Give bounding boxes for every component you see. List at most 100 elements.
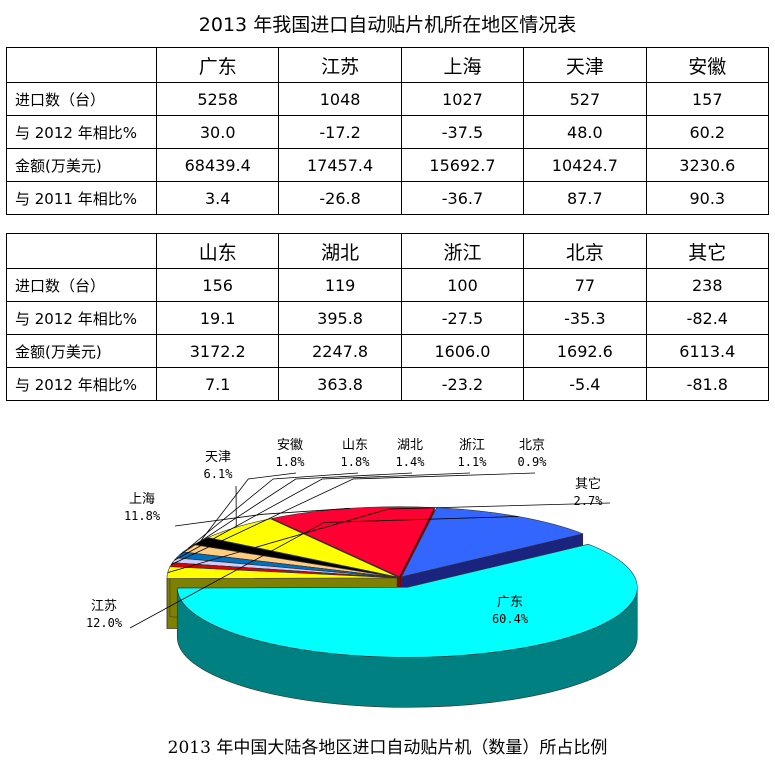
table-cell: 395.8 [278, 301, 402, 335]
table-cell: 3.4 [155, 181, 280, 215]
table-cell: 100 [400, 268, 525, 302]
pie-label-name: 湖北 [397, 438, 423, 453]
row-label: 进口数（台） [6, 82, 157, 116]
table-cell: 90.3 [645, 181, 770, 215]
table-cell: 68439.4 [155, 148, 280, 182]
table-cell: 156 [155, 268, 280, 302]
table-row: 与 2012 年相比% 30.0 -17.2 -37.5 48.0 60.2 [6, 115, 770, 149]
pie-label-name: 山东 [342, 438, 368, 453]
region-header: 江苏 [278, 47, 402, 83]
leader-line [187, 472, 359, 549]
pie-label-value: 1.8% [341, 455, 371, 469]
leader-line [179, 472, 413, 556]
table-row: 金额(万美元) 3172.2 2247.8 1606.0 1692.6 6113… [6, 334, 770, 368]
chart-title: 2013 年中国大陆各地区进口自动贴片机（数量）所占比例 [167, 738, 608, 758]
table-cell: -5.4 [523, 367, 647, 401]
pie-label-name: 江苏 [91, 598, 117, 614]
row-label: 进口数（台） [6, 268, 157, 302]
region-header: 北京 [523, 233, 647, 269]
table-cell: -82.4 [645, 301, 770, 335]
table-cell: -26.8 [278, 181, 402, 215]
pie-slice-top [176, 543, 638, 658]
table-cell: 30.0 [155, 115, 280, 149]
table-cell: -17.2 [278, 115, 402, 149]
table-cell: -37.5 [400, 115, 525, 149]
table-cell: -23.2 [400, 367, 525, 401]
table-row: 与 2012 年相比% 7.1 363.8 -23.2 -5.4 -81.8 [6, 367, 770, 401]
pie-slice-top [166, 566, 398, 579]
region-header: 上海 [400, 47, 525, 83]
row-label: 与 2012 年相比% [6, 301, 157, 335]
table-cell: -27.5 [400, 301, 525, 335]
pie-label-value: 0.9% [518, 455, 548, 469]
row-label: 金额(万美元) [6, 334, 157, 368]
table-row: 进口数（台） 156 119 100 77 238 [6, 268, 770, 302]
table-cell: 1692.6 [523, 334, 647, 368]
leader-line [174, 472, 471, 561]
table-cell: 7.1 [155, 367, 280, 401]
table-cell: 3172.2 [155, 334, 280, 368]
row-label: 与 2011 年相比% [6, 181, 157, 215]
pie-label-value: 6.1% [204, 467, 234, 481]
pie-label-value: 12.0% [86, 616, 123, 630]
pie-label-value: 1.8% [276, 455, 306, 469]
table-cell: 119 [278, 268, 402, 302]
table-cell: 77 [523, 268, 647, 302]
table-cell: -81.8 [645, 367, 770, 401]
leader-line [167, 502, 611, 574]
table-cell: 1606.0 [400, 334, 525, 368]
table-header-row: 山东 湖北 浙江 北京 其它 [6, 233, 770, 269]
table-cell: 87.7 [523, 181, 647, 215]
row-label: 金额(万美元) [6, 148, 157, 182]
table-cell: 10424.7 [523, 148, 647, 182]
region-header: 山东 [155, 233, 280, 269]
table-cell: 6113.4 [645, 334, 770, 368]
region-header: 广东 [155, 47, 280, 83]
pie-chart-area: 广东 60.4% 其它 2.7% 北京 0.9% 浙江 1.1% 湖北 1.4% 山东 1.8% 安徽 1… [0, 428, 775, 728]
table-cell: 17457.4 [278, 148, 402, 182]
table-cell: 238 [645, 268, 770, 302]
table-cell: 1027 [400, 82, 525, 116]
table-cell: 2247.8 [278, 334, 402, 368]
row-label: 与 2012 年相比% [6, 115, 157, 149]
table-cell: 60.2 [645, 115, 770, 149]
table-cell: 363.8 [278, 367, 402, 401]
region-table-1: 广东 江苏 上海 天津 安徽 进口数（台） 5258 1048 1027 527… [6, 47, 770, 215]
region-header: 其它 [645, 233, 770, 269]
table-row: 金额(万美元) 68439.4 17457.4 15692.7 10424.7 … [6, 148, 770, 182]
table-row: 与 2011 年相比% 3.4 -26.8 -36.7 87.7 90.3 [6, 181, 770, 215]
table-cell: 19.1 [155, 301, 280, 335]
region-header: 湖北 [278, 233, 402, 269]
pie-label-name: 浙江 [459, 438, 485, 453]
leader-line [170, 472, 536, 566]
corner-cell [6, 233, 157, 269]
corner-cell [6, 47, 157, 83]
pie-label-name: 其它 [575, 476, 601, 492]
table-row: 进口数（台） 5258 1048 1027 527 157 [6, 82, 770, 116]
table-cell: 48.0 [523, 115, 647, 149]
pie-chart: 广东 60.4% 其它 2.7% 北京 0.9% 浙江 1.1% 湖北 1.4% 山东 1.8% 安徽 1… [86, 438, 638, 708]
table-cell: 527 [523, 82, 647, 116]
pie-label-value: 60.4% [492, 612, 529, 626]
region-table-2: 山东 湖北 浙江 北京 其它 进口数（台） 156 119 100 77 238… [6, 233, 770, 401]
table-cell: -35.3 [523, 301, 647, 335]
table-cell: 15692.7 [400, 148, 525, 182]
table-cell: 1048 [278, 82, 402, 116]
pie-label-name: 广东 [497, 595, 523, 610]
table-cell: 3230.6 [645, 148, 770, 182]
region-header: 浙江 [400, 233, 525, 269]
pie-label-name: 上海 [129, 492, 155, 507]
table-row: 与 2012 年相比% 19.1 395.8 -27.5 -35.3 -82.4 [6, 301, 770, 335]
pie-slice-0 [176, 543, 638, 708]
table-cell: 5258 [155, 82, 280, 116]
table-header-row: 广东 江苏 上海 天津 安徽 [6, 47, 770, 83]
pie-label-name: 安徽 [277, 438, 303, 453]
row-label: 与 2012 年相比% [6, 367, 157, 401]
pie-slice-top [207, 518, 399, 578]
pie-label-name: 天津 [205, 450, 231, 465]
pie-label-value: 11.8% [124, 509, 161, 523]
leader-line [129, 516, 518, 629]
pie-label-value: 1.1% [458, 455, 488, 469]
table-title: 2013 年我国进口自动贴片机所在地区情况表 [198, 14, 577, 36]
pie-label-name: 北京 [519, 438, 545, 453]
